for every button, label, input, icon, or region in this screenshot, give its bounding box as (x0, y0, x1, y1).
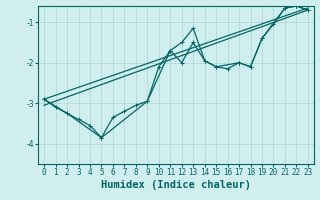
X-axis label: Humidex (Indice chaleur): Humidex (Indice chaleur) (101, 180, 251, 190)
